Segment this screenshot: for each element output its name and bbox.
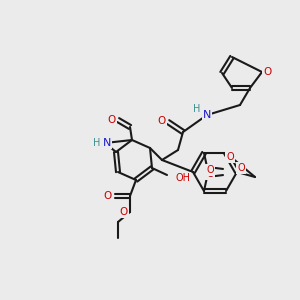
Text: O: O xyxy=(263,67,271,77)
Text: O: O xyxy=(158,116,166,126)
Text: OH: OH xyxy=(175,173,190,183)
Text: H: H xyxy=(93,138,101,148)
Text: N: N xyxy=(103,138,111,148)
Text: N: N xyxy=(203,110,211,120)
Text: O: O xyxy=(237,163,245,173)
Text: O: O xyxy=(104,191,112,201)
Text: O: O xyxy=(206,169,214,179)
Text: O: O xyxy=(226,152,234,162)
Text: O: O xyxy=(108,115,116,125)
Text: H: H xyxy=(193,104,201,114)
Text: O: O xyxy=(120,207,128,217)
Text: O: O xyxy=(206,165,214,175)
